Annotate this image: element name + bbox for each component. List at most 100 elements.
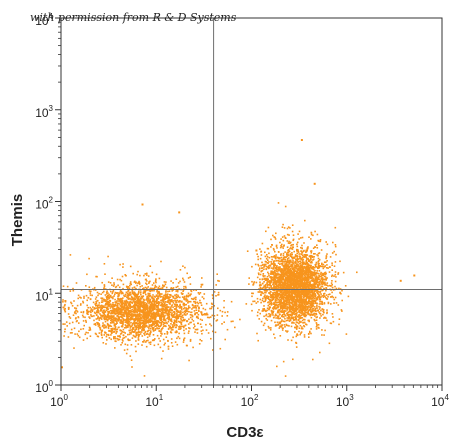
data-point — [100, 297, 102, 299]
data-point — [73, 300, 75, 302]
data-point — [145, 341, 147, 343]
data-point — [107, 324, 110, 327]
data-point — [148, 327, 150, 329]
data-point — [305, 274, 308, 276]
data-point — [152, 288, 155, 290]
data-point — [167, 296, 170, 298]
data-point — [172, 314, 175, 316]
data-point — [162, 307, 164, 309]
data-point — [189, 316, 192, 319]
data-point — [190, 297, 193, 300]
data-point — [181, 325, 183, 328]
data-point — [106, 290, 108, 292]
data-point — [143, 319, 145, 321]
data-point — [151, 325, 153, 327]
data-point — [63, 308, 66, 311]
data-point — [91, 309, 94, 311]
data-point — [170, 280, 172, 282]
data-point — [279, 281, 281, 284]
data-point — [145, 282, 147, 285]
data-point — [287, 252, 289, 254]
data-point — [138, 322, 140, 325]
data-point — [130, 314, 132, 317]
data-point — [291, 256, 293, 259]
data-point — [118, 338, 121, 341]
data-point — [157, 312, 159, 315]
data-point — [304, 318, 306, 321]
data-point — [100, 309, 102, 311]
data-point — [158, 294, 161, 296]
data-point — [301, 244, 303, 247]
data-point — [179, 301, 181, 303]
data-point — [281, 245, 283, 248]
data-point — [281, 327, 284, 330]
data-point — [76, 304, 79, 307]
data-point — [133, 318, 135, 320]
data-point — [136, 273, 138, 276]
data-point — [280, 256, 283, 259]
data-point — [301, 236, 304, 239]
data-point — [147, 309, 149, 312]
data-point — [149, 300, 152, 303]
data-point — [115, 329, 117, 331]
data-point — [323, 317, 325, 319]
data-point — [282, 247, 284, 249]
data-point — [179, 315, 181, 318]
data-point — [115, 309, 117, 311]
data-point — [126, 302, 129, 304]
data-point — [307, 258, 310, 261]
data-point — [155, 298, 158, 301]
data-point — [139, 307, 141, 309]
data-point — [259, 273, 262, 276]
data-point — [298, 316, 300, 319]
data-point — [274, 314, 276, 317]
data-point — [142, 314, 145, 316]
data-point — [306, 247, 309, 249]
data-point — [94, 332, 97, 335]
data-point — [326, 284, 328, 286]
data-point — [138, 281, 140, 284]
data-point — [160, 287, 162, 290]
data-point — [304, 253, 307, 256]
data-point — [182, 302, 185, 305]
data-point — [121, 325, 124, 328]
data-point — [138, 331, 140, 334]
data-point — [153, 303, 156, 305]
data-point — [190, 321, 192, 324]
data-point — [156, 289, 158, 292]
scatter-points — [61, 139, 416, 377]
data-point — [267, 315, 269, 318]
data-point — [175, 304, 178, 307]
data-point — [211, 306, 213, 308]
data-point — [217, 279, 219, 282]
data-point — [306, 301, 308, 304]
data-point — [200, 340, 203, 342]
data-point — [162, 323, 165, 326]
data-point — [279, 302, 281, 304]
data-point — [94, 322, 97, 325]
data-point — [147, 339, 149, 342]
data-point — [152, 294, 154, 296]
data-point — [110, 338, 112, 341]
data-point — [260, 320, 263, 323]
data-point — [294, 305, 296, 307]
data-point — [134, 345, 137, 348]
data-point — [142, 292, 145, 295]
data-point — [146, 305, 148, 307]
data-point — [316, 324, 318, 327]
data-point — [135, 300, 138, 302]
data-point — [308, 295, 310, 298]
data-point — [97, 308, 99, 310]
data-point — [124, 307, 126, 309]
data-point — [286, 273, 288, 276]
data-point — [150, 331, 152, 334]
data-point — [89, 317, 91, 319]
data-point — [77, 316, 80, 319]
data-point — [267, 259, 269, 261]
data-point — [223, 321, 225, 323]
data-point — [80, 297, 82, 299]
data-point — [107, 319, 109, 321]
data-point — [167, 312, 170, 314]
data-point — [134, 308, 137, 310]
data-point — [308, 306, 311, 308]
